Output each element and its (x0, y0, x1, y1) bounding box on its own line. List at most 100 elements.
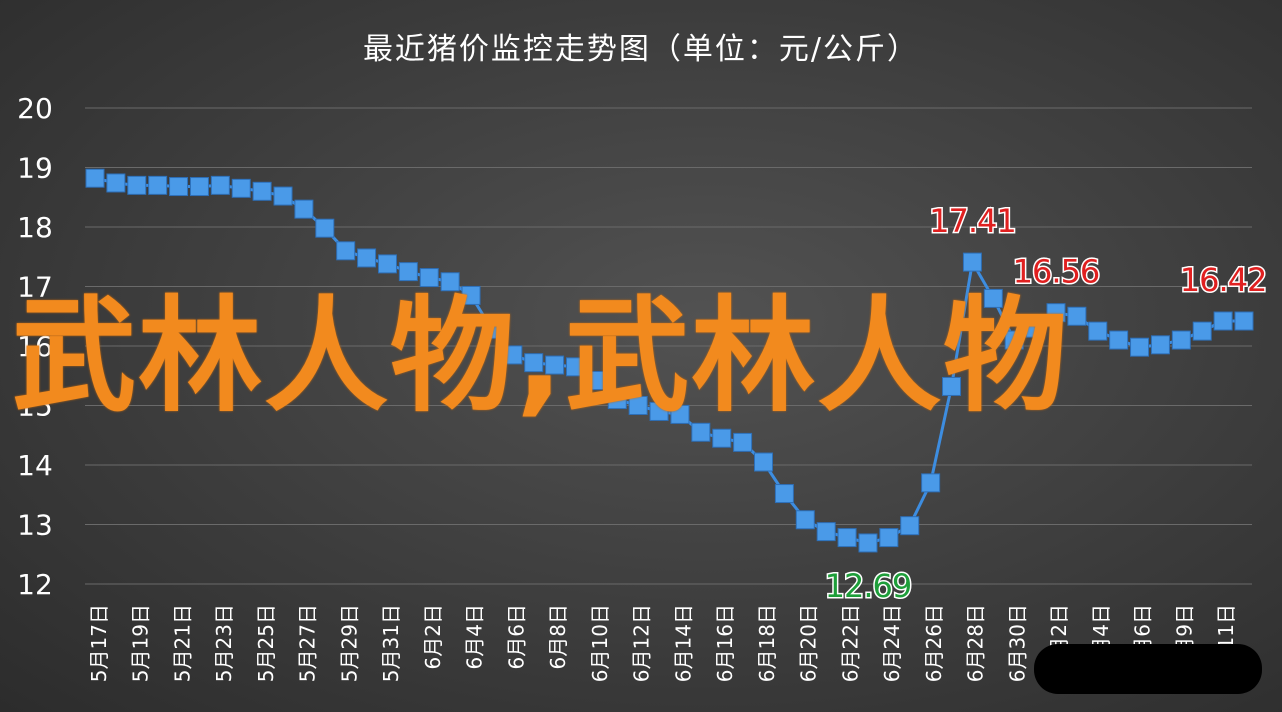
data-label: 12.69 (825, 567, 912, 605)
x-tick-label: 5月23日 (212, 604, 236, 682)
data-point (837, 528, 857, 548)
data-point (273, 186, 293, 206)
data-point (169, 177, 189, 197)
data-label: 16.42 (1180, 261, 1267, 299)
y-tick-label: 15 (17, 390, 53, 423)
data-point (1088, 321, 1108, 341)
data-point (294, 199, 314, 219)
data-point (336, 241, 356, 261)
chart-title: 最近猪价监控走势图（单位：元/公斤） (362, 32, 920, 67)
x-tick-label: 6月26日 (922, 604, 946, 682)
data-point (252, 181, 272, 201)
data-label: 17.41 (929, 202, 1016, 240)
x-axis: 5月17日 5月19日 5月21日 5月23日 5月25日 5月27日 5月29日 5月31日… (87, 604, 1238, 682)
y-tick-label: 13 (17, 509, 53, 542)
data-point (733, 432, 753, 452)
x-tick-label: 6月10日 (588, 604, 612, 682)
data-point (983, 288, 1003, 308)
data-point (900, 516, 920, 536)
data-point (1130, 337, 1150, 357)
x-tick-label: 6月22日 (838, 604, 862, 682)
series (85, 168, 1254, 553)
data-point (127, 175, 147, 195)
x-tick-label: 6月14日 (671, 604, 695, 682)
y-axis: 12 13 14 15 16 17 18 19 20 (17, 92, 53, 601)
data-point (1046, 303, 1066, 323)
y-tick-label: 18 (17, 211, 53, 244)
x-tick-label: 6月2日 (421, 604, 445, 669)
data-point (440, 272, 460, 292)
data-point (921, 473, 941, 493)
data-point (357, 248, 377, 268)
data-point (315, 218, 335, 238)
y-tick-label: 20 (17, 92, 53, 125)
x-tick-label: 6月20日 (797, 604, 821, 682)
x-tick-label: 6月24日 (880, 604, 904, 682)
data-point (524, 353, 544, 373)
x-tick-label: 6月30日 (1005, 604, 1029, 682)
data-point (1234, 311, 1254, 331)
data-point (189, 177, 209, 197)
data-point (942, 376, 962, 396)
y-tick-label: 16 (17, 330, 53, 363)
data-point (795, 510, 815, 530)
data-label: 16.56 (1013, 253, 1100, 291)
data-point (1067, 306, 1087, 326)
x-tick-label: 6月18日 (755, 604, 779, 682)
data-point (754, 452, 774, 472)
data-point (85, 168, 105, 188)
data-point (461, 285, 481, 305)
x-tick-label: 5月17日 (87, 604, 111, 682)
data-point (231, 178, 251, 198)
grid (85, 107, 1252, 585)
y-tick-label: 17 (17, 271, 53, 304)
data-point (691, 422, 711, 442)
data-point (503, 345, 523, 365)
data-point (545, 355, 565, 375)
x-tick-label: 5月27日 (296, 604, 320, 682)
data-point (482, 319, 502, 339)
data-point (1192, 321, 1212, 341)
x-tick-label: 5月19日 (129, 604, 153, 682)
x-tick-label: 6月16日 (713, 604, 737, 682)
watermark-overlay-text: 武林人物,武林人物 (12, 285, 1070, 429)
data-point (586, 371, 606, 391)
data-point (649, 401, 669, 421)
data-point (962, 252, 982, 272)
x-tick-label: 6月8日 (546, 604, 570, 669)
data-point (419, 268, 439, 288)
x-tick-label: 6月4日 (463, 604, 487, 669)
x-tick-label: 6月6日 (504, 604, 528, 669)
data-point (148, 175, 168, 195)
x-tick-label: 6月28日 (964, 604, 988, 682)
data-point (1004, 330, 1024, 350)
data-point (628, 396, 648, 415)
data-point (607, 390, 627, 410)
data-point (377, 254, 397, 274)
y-tick-label: 12 (17, 568, 53, 601)
x-tick-label: 6月12日 (630, 604, 654, 682)
data-point (1109, 330, 1129, 350)
data-point (858, 533, 878, 553)
data-labels: 12.69 17.41 16.56 16.42 (823, 201, 1269, 607)
data-point (210, 175, 230, 195)
data-point (398, 262, 418, 282)
data-point (670, 404, 690, 424)
x-tick-label: 5月25日 (254, 604, 278, 682)
redaction-block (1034, 644, 1262, 694)
x-tick-label: 5月31日 (379, 604, 403, 682)
y-tick-label: 14 (17, 449, 53, 482)
data-point (1171, 330, 1191, 350)
x-tick-label: 5月21日 (170, 604, 194, 682)
data-point (1150, 335, 1170, 355)
x-tick-label: 5月29日 (337, 604, 361, 682)
data-point (565, 357, 585, 377)
data-point (774, 484, 794, 504)
data-point (1213, 311, 1233, 331)
data-point (879, 528, 899, 548)
data-point (106, 173, 126, 193)
data-point (816, 522, 836, 542)
data-point (1025, 318, 1045, 338)
